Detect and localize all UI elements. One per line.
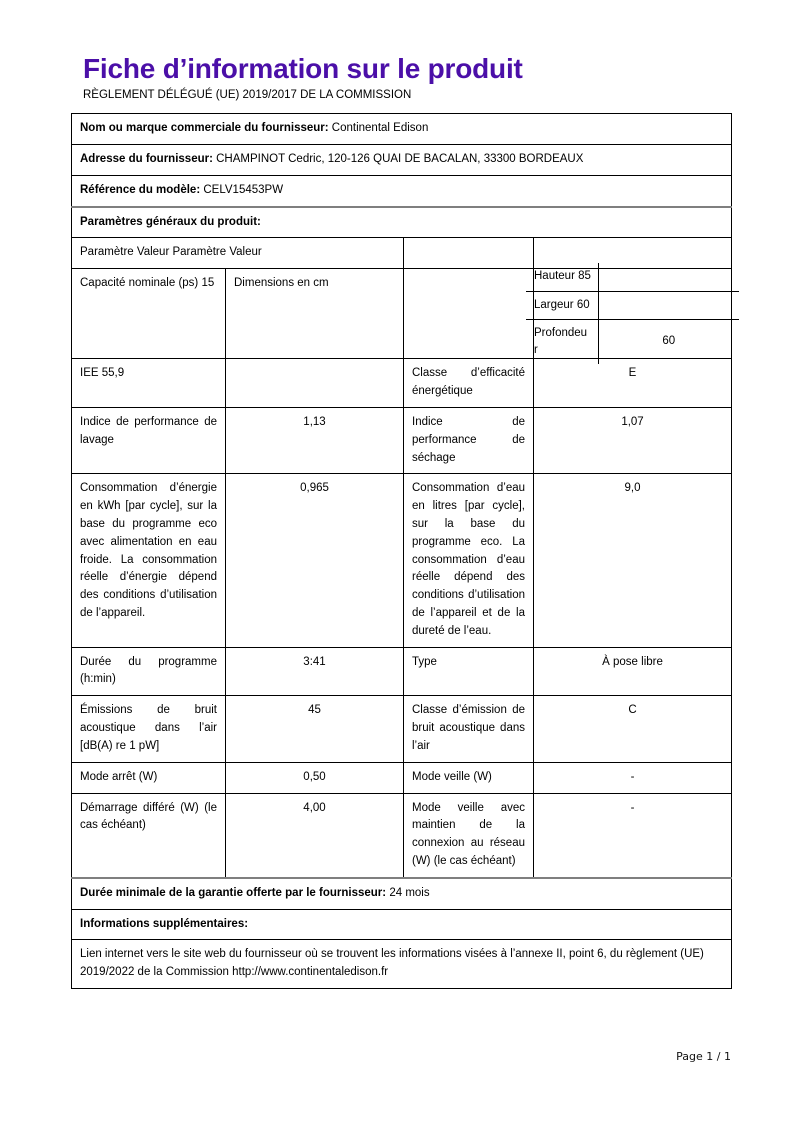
capacity-label: Capacité nominale (ps) 15 [71, 268, 226, 360]
dry-performance-value: 1,07 [532, 406, 733, 475]
energy-class-label: Classe d’efficacité énergétique [403, 358, 534, 408]
dimension-row-width: Largeur 60 [526, 291, 740, 320]
table-row-supplier-name: Nom ou marque commerciale du fournisseur… [70, 113, 733, 145]
column-header-spacer-1 [403, 237, 534, 270]
off-mode-label: Mode arrêt (W) [71, 761, 226, 794]
noise-class-label: Classe d’émission de bruit acoustique da… [403, 695, 534, 763]
delay-start-value: 4,00 [225, 792, 404, 879]
off-mode-value: 0,50 [225, 761, 404, 794]
table-row-additional-heading: Informations supplémentaires: [70, 908, 733, 941]
supplier-address-value: CHAMPINOT Cedric, 120-126 QUAI DE BACALA… [216, 153, 584, 165]
additional-info-heading: Informations supplémentaires: [70, 908, 733, 941]
page-title: Fiche d’information sur le produit [83, 53, 523, 84]
model-reference-label: Référence du modèle: [80, 183, 201, 196]
dimensions-label: Dimensions en cm [225, 268, 404, 360]
model-reference-value: CELV15453PW [203, 183, 284, 196]
type-value: À pose libre [532, 646, 733, 697]
table-row-general-parameters: Paramètres généraux du produit: [70, 205, 733, 239]
supplier-name-label: Nom ou marque commerciale du fournisseur… [80, 122, 329, 135]
type-label: Type [403, 646, 534, 697]
column-header-label: Paramètre Valeur Paramètre Valeur [71, 237, 404, 270]
energy-consumption-value: 0,965 [225, 473, 404, 648]
supplier-address-cell: Adresse du fournisseur: CHAMPINOT Cedric… [70, 144, 733, 176]
networked-standby-value: - [532, 792, 733, 879]
wash-performance-label: Indice de performance de lavage [71, 406, 226, 475]
noise-class-value: C [532, 695, 733, 763]
water-consumption-value: 9,0 [532, 473, 733, 648]
dimension-width-value [598, 291, 740, 320]
model-reference-cell: Référence du modèle: CELV15453PW [70, 174, 733, 208]
supplier-address-label: Adresse du fournisseur: [80, 153, 213, 165]
standby-mode-value: - [532, 761, 733, 794]
dimension-row-height: Hauteur 85 [526, 263, 740, 292]
energy-class-value: E [532, 358, 733, 408]
warranty-cell: Durée minimale de la garantie offerte pa… [70, 876, 733, 910]
page-number-footer: Page 1 / 1 [676, 1050, 731, 1063]
table-row-consumption: Consommation d’énergie en kWh [par cycle… [71, 473, 733, 648]
program-duration-label: Durée du programme (h:min) [71, 646, 226, 697]
table-row-capacity-dimensions: Capacité nominale (ps) 15 Dimensions en … [71, 263, 740, 365]
dimensions-subtable-cell: Hauteur 85 Largeur 60 Profondeur 60 [526, 263, 740, 365]
table-row-off-standby-mode: Mode arrêt (W) 0,50 Mode veille (W) - [71, 761, 733, 794]
networked-standby-label: Mode veille avec maintien de la connexio… [403, 792, 534, 879]
table-row-additional-text: Lien internet vers le site web du fourni… [70, 939, 733, 989]
table-row-delay-start: Démarrage différé (W) (le cas échéant) 4… [71, 792, 733, 879]
wash-performance-value: 1,13 [225, 406, 404, 475]
noise-emission-value: 45 [225, 695, 404, 763]
table-row-duration-type: Durée du programme (h:min) 3:41 Type À p… [71, 646, 733, 697]
dimensions-subtable: Hauteur 85 Largeur 60 Profondeur 60 [526, 263, 740, 365]
energy-consumption-label: Consommation d’énergie en kWh [par cycle… [71, 473, 226, 648]
table-row-iee: IEE 55,9 Classe d’efficacité énergétique… [71, 358, 733, 408]
capacity-spacer [403, 268, 534, 360]
delay-start-label: Démarrage différé (W) (le cas échéant) [71, 792, 226, 879]
dimension-height-value [598, 263, 740, 292]
noise-emission-label: Émissions de bruit acoustique dans l’air… [71, 695, 226, 763]
dry-performance-label: Indice de performance de séchage [403, 406, 534, 475]
product-data-table: Nom ou marque commerciale du fournisseur… [70, 113, 740, 989]
dimension-depth-label: Profondeur [526, 319, 599, 365]
general-parameters-heading: Paramètres généraux du produit: [70, 205, 733, 239]
table-row-performance: Indice de performance de lavage 1,13 Ind… [71, 406, 733, 475]
iee-label: IEE 55,9 [71, 358, 226, 408]
document-sheet: Fiche d’information sur le produit RÈGLE… [70, 46, 740, 989]
water-consumption-label: Consommation d’eau en litres [par cycle]… [403, 473, 534, 648]
table-row-supplier-address: Adresse du fournisseur: CHAMPINOT Cedric… [70, 144, 733, 176]
table-row-warranty: Durée minimale de la garantie offerte pa… [70, 876, 733, 910]
standby-mode-label: Mode veille (W) [403, 761, 534, 794]
iee-value [225, 358, 404, 408]
warranty-value: 24 mois [389, 886, 430, 899]
regulation-subtitle: RÈGLEMENT DÉLÉGUÉ (UE) 2019/2017 DE LA C… [83, 89, 412, 102]
supplier-name-cell: Nom ou marque commerciale du fournisseur… [70, 113, 733, 145]
program-duration-value: 3:41 [225, 646, 404, 697]
dimension-width-label: Largeur 60 [526, 291, 599, 320]
supplier-name-value: Continental Edison [331, 122, 429, 135]
dimension-height-label: Hauteur 85 [526, 263, 599, 292]
warranty-label: Durée minimale de la garantie offerte pa… [80, 886, 387, 899]
dimension-row-depth: Profondeur 60 [526, 319, 739, 365]
table-row-noise: Émissions de bruit acoustique dans l’air… [71, 695, 733, 763]
table-row-model-reference: Référence du modèle: CELV15453PW [70, 174, 733, 208]
additional-info-text: Lien internet vers le site web du fourni… [70, 939, 733, 989]
dimension-depth-value: 60 [662, 335, 676, 348]
